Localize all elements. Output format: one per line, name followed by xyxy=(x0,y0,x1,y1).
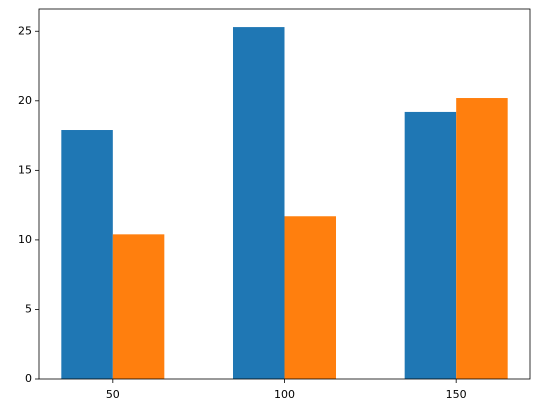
y-tick-label: 10 xyxy=(18,233,32,246)
y-tick-label: 20 xyxy=(18,94,32,107)
y-tick-label: 15 xyxy=(18,163,32,176)
y-tick-label: 25 xyxy=(18,24,32,37)
y-tick-label: 5 xyxy=(25,302,32,315)
y-tick-label: 0 xyxy=(25,372,32,385)
x-tick-label: 150 xyxy=(446,388,467,401)
x-tick-label: 50 xyxy=(106,388,120,401)
bar xyxy=(61,130,113,379)
x-tick-label: 100 xyxy=(274,388,295,401)
bar xyxy=(232,27,285,380)
bar xyxy=(404,111,457,380)
plot-frame xyxy=(38,8,531,380)
bar xyxy=(456,98,508,379)
bar xyxy=(284,216,337,379)
bar xyxy=(112,234,165,379)
